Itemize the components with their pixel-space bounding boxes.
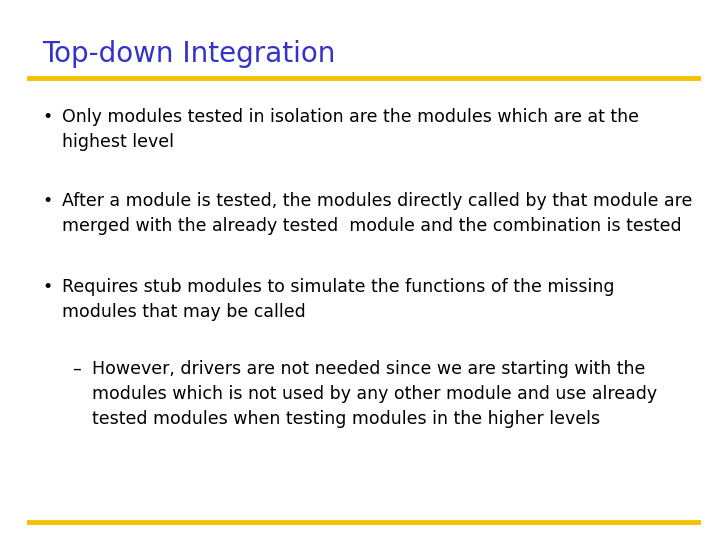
Text: Requires stub modules to simulate the functions of the missing
modules that may : Requires stub modules to simulate the fu… bbox=[62, 278, 614, 321]
Text: After a module is tested, the modules directly called by that module are
merged : After a module is tested, the modules di… bbox=[62, 192, 693, 235]
Text: However, drivers are not needed since we are starting with the
modules which is : However, drivers are not needed since we… bbox=[92, 360, 657, 428]
Text: •: • bbox=[42, 278, 53, 296]
Text: –: – bbox=[72, 360, 81, 378]
Text: •: • bbox=[42, 108, 53, 126]
Text: •: • bbox=[42, 192, 53, 210]
Text: Only modules tested in isolation are the modules which are at the
highest level: Only modules tested in isolation are the… bbox=[62, 108, 639, 151]
Text: Top-down Integration: Top-down Integration bbox=[42, 40, 336, 68]
